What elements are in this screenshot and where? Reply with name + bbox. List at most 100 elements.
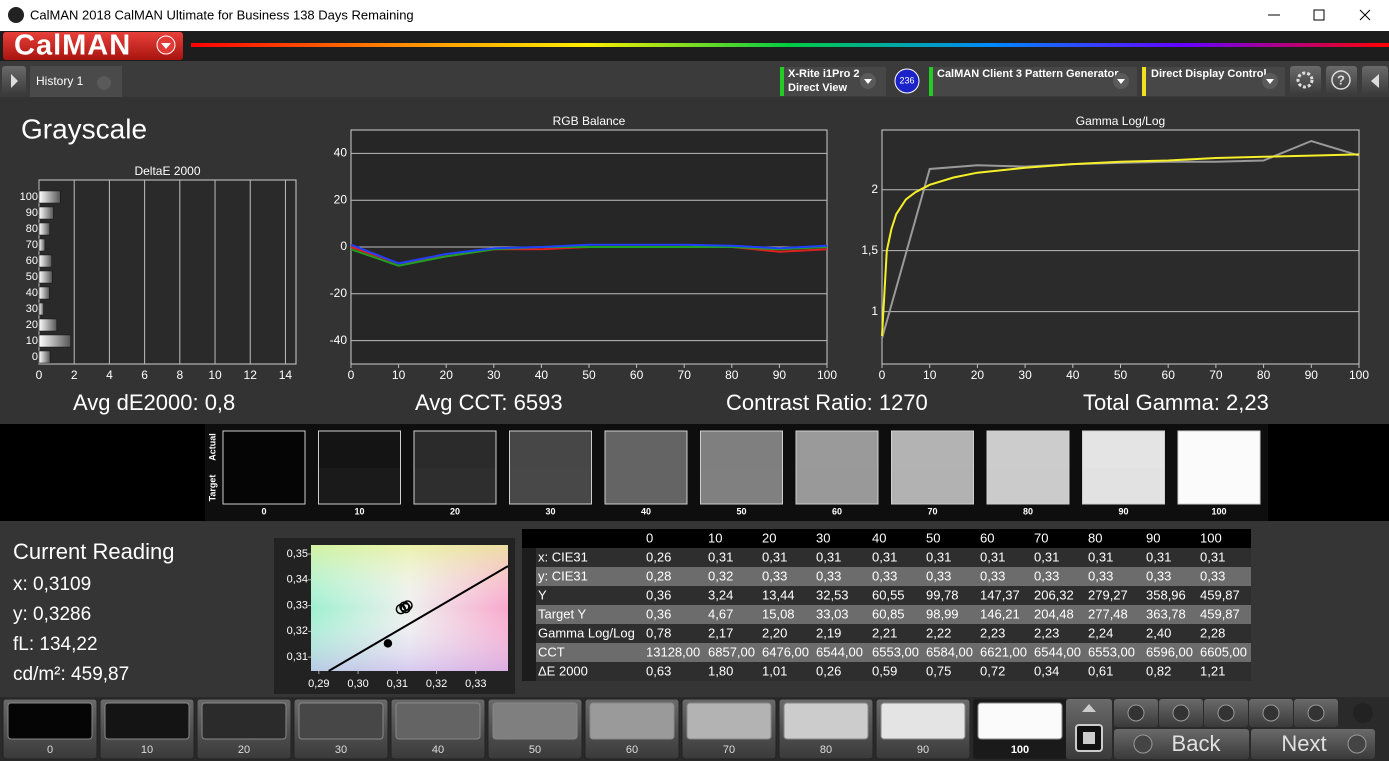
column-header: 10 — [708, 530, 722, 545]
reading-line: fL: 134,22 — [13, 634, 98, 655]
table-row — [536, 662, 1251, 681]
dropdown-arrow — [1117, 79, 1125, 84]
summary-value: Avg dE2000: 0,8 — [73, 390, 235, 415]
x-tick-label: 0 — [348, 368, 355, 382]
x-tick-label: 12 — [244, 368, 258, 382]
category-label: 60 — [26, 255, 38, 267]
reading-title: Current Reading — [13, 539, 174, 564]
pattern-swatch — [298, 702, 384, 740]
swatch-frame — [795, 430, 879, 505]
table-cell: 204,48 — [1034, 606, 1074, 621]
meter-badge[interactable] — [894, 68, 920, 94]
category-label: 90 — [26, 207, 38, 219]
table-cell: 0,36 — [646, 606, 671, 621]
y-tick-label: 0,32 — [287, 625, 308, 637]
actual-swatch — [796, 431, 878, 468]
table-cell: 0,78 — [646, 625, 671, 640]
x-tick-label: 80 — [725, 368, 739, 382]
table-cell: 0,31 — [762, 549, 787, 564]
column-header: 20 — [762, 530, 776, 545]
row-label: CCT — [538, 644, 565, 659]
pattern-swatch — [492, 702, 578, 740]
x-tick-label: 20 — [971, 368, 985, 382]
meter-name: X-Rite i1Pro 2 — [788, 68, 860, 80]
summary-value: Total Gamma: 2,23 — [1083, 390, 1269, 415]
table-cell: 0,33 — [1200, 568, 1225, 583]
pattern-swatch — [589, 702, 675, 740]
logo[interactable] — [3, 32, 183, 60]
column-header: 80 — [1088, 530, 1102, 545]
maximize-button[interactable] — [1313, 9, 1325, 21]
table-cell: 0,61 — [1088, 663, 1113, 678]
x-tick-label: 60 — [630, 368, 644, 382]
table-cell: 277,48 — [1088, 606, 1128, 621]
x-tick-label: 70 — [1209, 368, 1223, 382]
category-label: 100 — [20, 191, 38, 203]
category-label: 10 — [26, 335, 38, 347]
category-label: 20 — [26, 319, 38, 331]
target-swatch — [700, 468, 783, 504]
table-cell: 13,44 — [762, 587, 795, 602]
category-label: 80 — [26, 223, 38, 235]
display-select[interactable] — [1142, 67, 1285, 96]
tab-label: History 1 — [36, 74, 84, 88]
pattern-label: 70 — [723, 744, 735, 756]
table-cell: 98,99 — [926, 606, 959, 621]
target-swatch — [891, 468, 974, 504]
next-button[interactable] — [1251, 729, 1375, 759]
x-tick-label: 90 — [773, 368, 787, 382]
dropdown-arrow — [1266, 79, 1274, 84]
x-tick-label: 10 — [392, 368, 406, 382]
table-cell: 0,31 — [1034, 549, 1059, 564]
table-cell: 0,72 — [980, 663, 1005, 678]
series-line — [350, 246, 828, 267]
close-button[interactable] — [1359, 9, 1371, 21]
help-button[interactable] — [1326, 66, 1357, 95]
column-header: 40 — [872, 530, 886, 545]
table-row — [536, 605, 1251, 624]
table-cell: 99,78 — [926, 587, 959, 602]
title-bar — [0, 0, 1389, 31]
x-tick-label: 10 — [923, 368, 937, 382]
pattern-swatch — [201, 702, 287, 740]
y-tick-label: 1 — [871, 304, 878, 318]
x-tick-label: 100 — [817, 368, 837, 382]
category-label: 0 — [32, 351, 38, 363]
meter-mode: Direct View — [788, 82, 848, 94]
table-cell: 0,75 — [926, 663, 951, 678]
status-bar — [1142, 67, 1146, 96]
transport-icon — [1127, 704, 1145, 722]
actual-swatch — [509, 431, 592, 468]
swatch-label: 30 — [545, 506, 555, 516]
table-cell: 0,26 — [646, 549, 671, 564]
dropdown-arrow — [864, 79, 872, 84]
actual-swatch — [1082, 431, 1165, 468]
table-cell: 1,80 — [708, 663, 733, 678]
pattern-select[interactable] — [929, 67, 1137, 96]
table-cell: 6553,00 — [1088, 644, 1135, 659]
bar — [38, 318, 58, 332]
bar — [38, 334, 71, 348]
swatch-label: 60 — [832, 506, 842, 516]
summary-value: Contrast Ratio: 1270 — [726, 390, 928, 415]
swatch-frame — [604, 430, 688, 505]
y-tick-label: 0 — [340, 239, 347, 253]
bar — [38, 238, 46, 252]
y-tick-label: -20 — [330, 286, 348, 300]
table-cell: 0,33 — [816, 568, 841, 583]
x-tick-label: 0 — [879, 368, 886, 382]
table-cell: 3,24 — [708, 587, 733, 602]
bar — [38, 254, 52, 268]
table-cell: 0,82 — [1146, 663, 1171, 678]
x-tick-label: 40 — [535, 368, 549, 382]
locus-line — [328, 565, 509, 672]
settings-button[interactable] — [1290, 66, 1321, 95]
table-cell: 2,23 — [1034, 625, 1059, 640]
swatch-frame — [1177, 430, 1261, 505]
back-label: Back — [1172, 731, 1222, 756]
row-label: Target Y — [538, 606, 587, 621]
window-title: CalMAN 2018 CalMAN Ultimate for Business… — [30, 7, 414, 22]
row-label: y: CIE31 — [538, 568, 588, 583]
add-tab[interactable] — [97, 76, 111, 90]
table-cell: 0,31 — [926, 549, 951, 564]
